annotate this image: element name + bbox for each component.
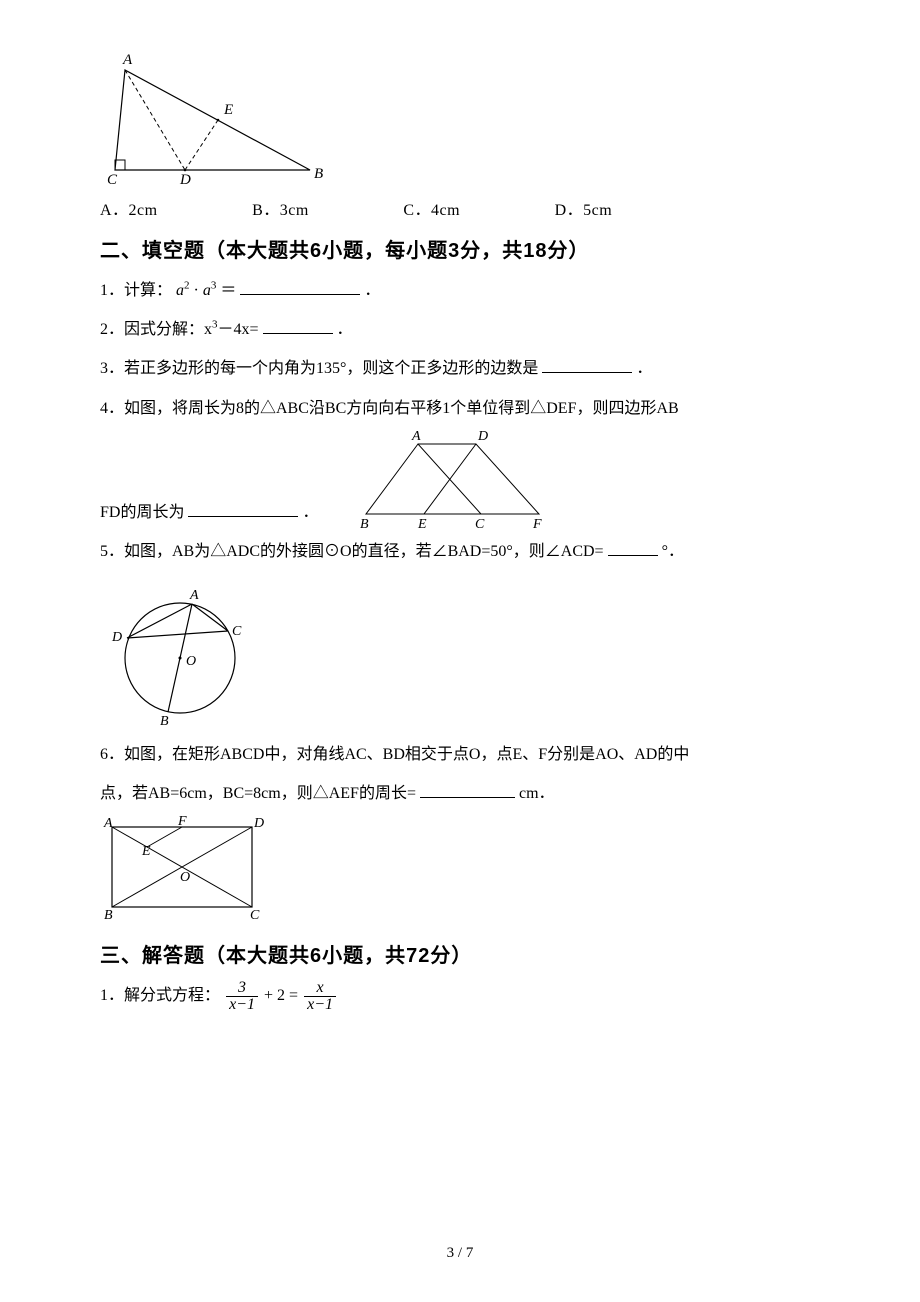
s2q4-blank	[188, 502, 298, 517]
s2q6-line2: 点，若AB=6cm，BC=8cm，则△AEF的周长= cm．	[100, 776, 820, 811]
s2q2-blank	[263, 319, 333, 334]
svg-text:C: C	[475, 517, 485, 530]
svg-text:E: E	[417, 517, 427, 530]
s2q3-before: 3．若正多边形的每一个内角为135°，则这个正多边形的边数是	[100, 360, 538, 377]
svg-text:A: A	[189, 588, 199, 603]
svg-text:C: C	[232, 624, 242, 639]
svg-text:A: A	[411, 430, 421, 444]
s2q6-line2-after: cm．	[519, 785, 555, 802]
s3q1-frac1: 3 x−1	[226, 980, 258, 1013]
s2q6-blank	[420, 783, 515, 798]
s3q1-frac2: x x−1	[304, 980, 336, 1013]
svg-text:B: B	[360, 517, 369, 530]
svg-text:E: E	[141, 844, 151, 859]
s2q4-line2-before: FD的周长为	[100, 504, 184, 521]
svg-text:A: A	[103, 816, 113, 831]
s2q3: 3．若正多边形的每一个内角为135°，则这个正多边形的边数是 ．	[100, 351, 820, 386]
s2q6-line2-before: 点，若AB=6cm，BC=8cm，则△AEF的周长=	[100, 785, 416, 802]
svg-text:F: F	[532, 517, 542, 530]
svg-text:D: D	[477, 430, 488, 444]
svg-text:D: D	[253, 816, 264, 831]
svg-text:B: B	[104, 908, 113, 923]
option-d: D．5cm	[555, 196, 613, 220]
s2q5-before: 5．如图，AB为△ADC的外接圆⊙O的直径，若∠BAD=50°，则∠ACD=	[100, 543, 604, 560]
s2q4-line1: 4．如图，将周长为8的△ABC沿BC方向向右平移1个单位得到△DEF，则四边形A…	[100, 391, 820, 426]
s2q1-blank	[240, 280, 360, 295]
svg-text:O: O	[180, 870, 190, 885]
s2q4-line2-wrap: FD的周长为 ． A D B E C F	[100, 430, 820, 530]
page-footer: 3 / 7	[0, 1245, 920, 1262]
svg-text:F: F	[177, 815, 187, 829]
option-b: B．3cm	[252, 196, 309, 220]
s2q5-figure: A D C B O	[100, 573, 820, 733]
s2q2: 2．因式分解：x3－4x= ．	[100, 312, 820, 347]
svg-text:E: E	[223, 102, 233, 118]
option-a: A．2cm	[100, 196, 158, 220]
svg-text:O: O	[186, 654, 196, 669]
s3q1-prefix: 1．解分式方程：	[100, 987, 220, 1004]
s2q2-before: 2．因式分解：x	[100, 321, 212, 338]
svg-text:B: B	[314, 166, 323, 182]
s3q1: 1．解分式方程： 3 x−1 + 2 = x x−1	[100, 978, 820, 1013]
svg-text:C: C	[250, 908, 260, 923]
s2q1-a2: a	[203, 282, 211, 299]
option-c: C．4cm	[403, 196, 460, 220]
svg-text:D: D	[111, 630, 122, 645]
s2q1: 1．计算： a2 · a3 ＝ ．	[100, 273, 820, 308]
s2q6-figure: A F D E O B C	[100, 815, 820, 925]
svg-text:D: D	[179, 172, 191, 188]
s2q1-a1: a	[176, 282, 184, 299]
svg-text:B: B	[160, 714, 169, 729]
section3-title: 三、解答题（本大题共6小题，共72分）	[100, 939, 820, 968]
svg-text:C: C	[107, 172, 118, 188]
s2q3-blank	[542, 358, 632, 373]
s2q1-prefix: 1．计算：	[100, 282, 172, 299]
s2q5: 5．如图，AB为△ADC的外接圆⊙O的直径，若∠BAD=50°，则∠ACD= °…	[100, 534, 820, 569]
s2q5-blank	[608, 541, 658, 556]
section2-title: 二、填空题（本大题共6小题，每小题3分，共18分）	[100, 234, 820, 263]
s2q6-line1: 6．如图，在矩形ABCD中，对角线AC、BD相交于点O，点E、F分别是AO、AD…	[100, 737, 820, 772]
options-row: A．2cm B．3cm C．4cm D．5cm	[100, 196, 820, 220]
triangle-figure: A B C D E	[100, 50, 820, 190]
s2q4-figure: A D B E C F	[346, 430, 566, 530]
s3q1-plus: + 2 =	[264, 987, 298, 1004]
svg-text:A: A	[122, 52, 133, 68]
